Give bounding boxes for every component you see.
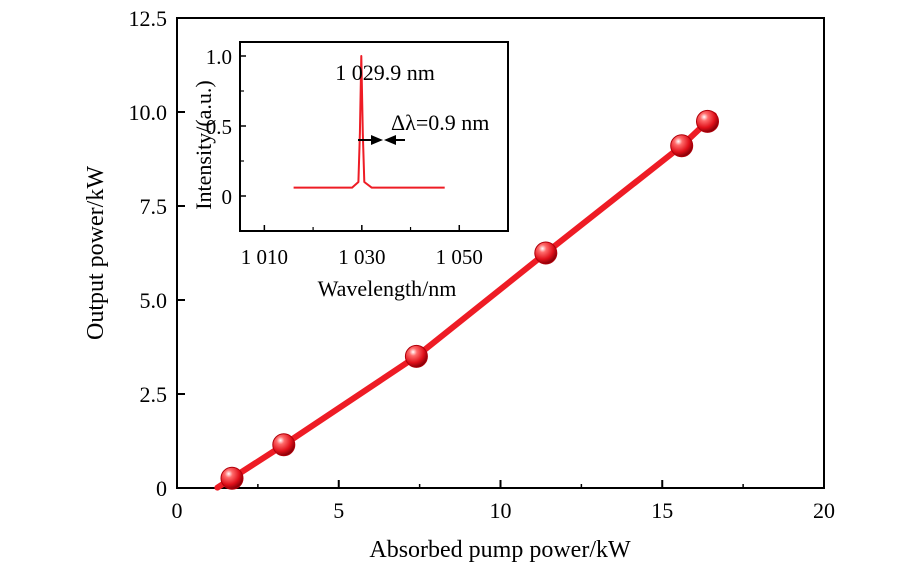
main-y-tick-label: 2.5 xyxy=(140,382,168,407)
main-x-tick-label: 20 xyxy=(813,498,835,523)
main-y-tick-label: 5.0 xyxy=(140,288,168,313)
data-point xyxy=(696,109,719,133)
main-x-tick-label: 5 xyxy=(333,498,344,523)
data-point xyxy=(404,344,428,368)
main-x-tick-label: 10 xyxy=(490,498,512,523)
main-y-tick-label: 10.0 xyxy=(129,100,168,125)
inset-series xyxy=(293,55,445,189)
inset-y-tick-label: 0 xyxy=(222,185,233,209)
main-x-axis-label: Absorbed pump power/kW xyxy=(369,537,631,563)
inset-x-tick-label: 1 030 xyxy=(338,245,385,269)
main-y-tick-label: 7.5 xyxy=(140,194,168,219)
main-x-tick-label: 15 xyxy=(651,498,673,523)
main-ticks: 0 5 10 15 20 0 2.5 5.0 7.5 10.0 12.5 xyxy=(129,6,836,523)
inset-y-tick-label: 1.0 xyxy=(206,45,232,69)
data-point xyxy=(534,241,558,265)
data-point xyxy=(670,134,694,158)
main-y-axis-label: Output power/kW xyxy=(83,166,109,340)
inset-x-tick-label: 1 010 xyxy=(241,245,288,269)
inset-plot-frame xyxy=(239,41,509,232)
inset-y-tick-label: 0.5 xyxy=(206,115,232,139)
main-x-tick-label: 0 xyxy=(172,498,183,523)
inset-y-axis-label: Intensity/(a.u.) xyxy=(191,80,216,210)
inset-x-tick-label: 1 050 xyxy=(436,245,483,269)
inset-linewidth-label: Δλ=0.9 nm xyxy=(391,110,489,135)
data-point xyxy=(220,466,244,490)
inset-spectrum-line xyxy=(293,55,445,189)
inset-ticks: 1 010 1 030 1 050 0 0.5 1.0 xyxy=(206,45,483,269)
data-point xyxy=(272,433,296,457)
linewidth-arrows xyxy=(358,135,405,145)
inset-peak-label: 1 029.9 nm xyxy=(335,60,435,85)
main-y-tick-label: 0 xyxy=(156,476,167,501)
inset-x-axis-label: Wavelength/nm xyxy=(318,276,457,301)
main-series xyxy=(214,109,719,491)
main-y-tick-label: 12.5 xyxy=(129,6,168,31)
